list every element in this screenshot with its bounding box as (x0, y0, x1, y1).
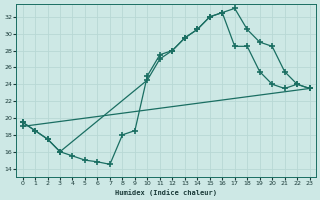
X-axis label: Humidex (Indice chaleur): Humidex (Indice chaleur) (115, 189, 217, 196)
